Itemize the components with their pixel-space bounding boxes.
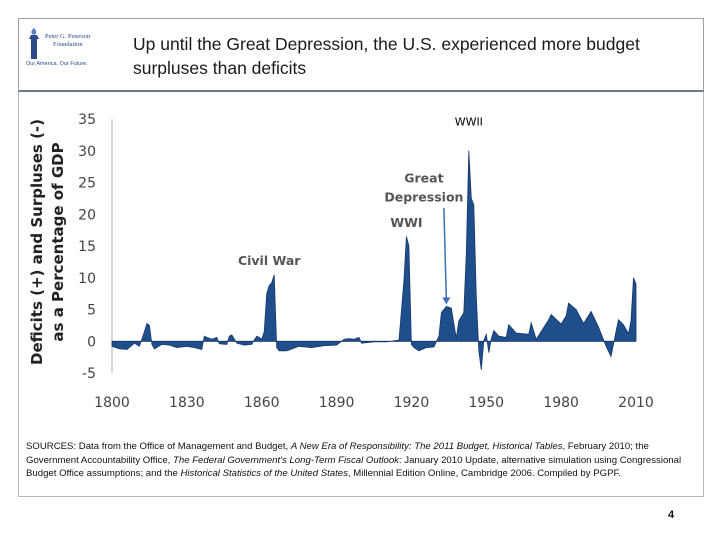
y-tick-label: 35 <box>78 112 96 128</box>
y-tick-label: 30 <box>78 144 96 160</box>
sources-prefix: SOURCES: Data from the Office of Managem… <box>26 441 291 452</box>
deficit-surplus-chart: Deficits (+) and Surpluses (-) as a Perc… <box>28 112 654 411</box>
x-tick-label: 1920 <box>394 395 430 411</box>
y-tick-label: 20 <box>78 207 96 223</box>
sources-italic-2: The Federal Government's Long-Term Fisca… <box>173 454 399 466</box>
page-title: Up until the Great Depression, the U.S. … <box>133 34 640 78</box>
logo-line-2: Foundation <box>53 41 83 48</box>
logo-line-1: Peter G. Peterson <box>45 33 91 40</box>
annotation-label: Great <box>404 171 443 186</box>
y-axis-label-line-1: Deficits (+) and Surpluses (-) <box>28 119 46 365</box>
x-tick-label: 1830 <box>169 395 205 411</box>
logo-tagline: Our America. Our Future. <box>26 61 88 67</box>
sources-italic-1: A New Era of Responsibility: The 2011 Bu… <box>290 441 563 452</box>
y-tick-label: 25 <box>78 176 96 192</box>
sources-mid-1: , February 2010; the Government Accounta… <box>26 441 649 466</box>
x-tick-label: 1800 <box>94 395 130 411</box>
chart-frame <box>18 92 704 497</box>
y-tick-label: 10 <box>78 271 96 287</box>
x-tick-label: 1860 <box>244 395 280 411</box>
annotation-label: Civil War <box>238 253 301 268</box>
sources-note: SOURCES: Data from the Office of Managem… <box>26 440 686 481</box>
x-tick-label: 1980 <box>543 395 579 411</box>
y-tick-label: 5 <box>87 303 96 319</box>
page-number: 4 <box>668 509 675 521</box>
y-axis-label-line-2: as a Percentage of GDP <box>49 142 67 341</box>
pgpf-logo: Peter G. Peterson Foundation Our America… <box>23 25 113 85</box>
slide-header: Peter G. Peterson Foundation Our America… <box>18 18 704 92</box>
sources-mid-2: : January 2010 Update, alternative simul… <box>26 454 682 480</box>
x-tick-label: 1890 <box>319 395 355 411</box>
y-tick-label: 0 <box>87 334 96 350</box>
y-tick-label: 15 <box>78 239 96 255</box>
sources-suffix: , Millennial Edition Online, Cambridge 2… <box>347 468 621 479</box>
annotation-label: WWII <box>455 115 483 128</box>
x-tick-label: 2010 <box>618 395 654 411</box>
deficit-series-area <box>111 150 637 370</box>
annotation-label: WWI <box>390 215 422 230</box>
great-depression-arrow-line <box>443 207 448 300</box>
annotation-label: Depression <box>384 190 463 205</box>
great-depression-arrow-head <box>442 297 451 305</box>
sources-italic-3: Historical Statistics of the United Stat… <box>180 468 348 479</box>
torch-icon <box>29 28 39 59</box>
x-tick-label: 1950 <box>468 395 504 411</box>
y-tick-label: -5 <box>82 366 96 382</box>
